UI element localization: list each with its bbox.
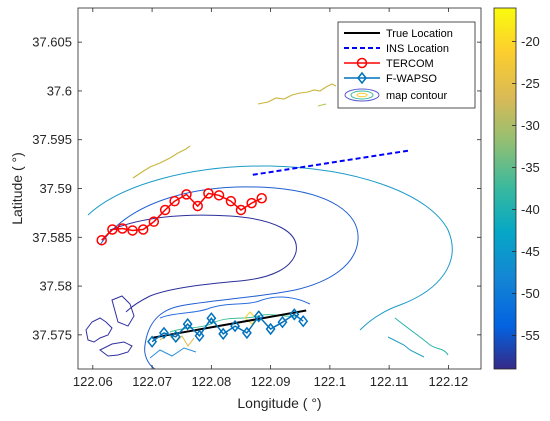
x-tick-label: 122.08: [191, 374, 231, 389]
legend-fwapso-label: F-WAPSO: [386, 73, 437, 85]
y-tick-label: 37.585: [32, 230, 72, 245]
f-wapso-marker: [298, 314, 309, 328]
x-tick-label: 122.1: [314, 374, 347, 389]
colorbar: [493, 7, 517, 370]
y-tick-label: 37.58: [39, 279, 72, 294]
ins-location-line: [252, 149, 411, 176]
legend-contour-label: map contour: [386, 90, 447, 102]
tercom-marker: [127, 225, 138, 236]
x-tick-label: 122.11: [370, 374, 409, 389]
f-wapso-marker: [289, 308, 300, 321]
x-axis-label: Longitude ( °): [237, 395, 321, 411]
tercom-marker: [181, 189, 192, 200]
tercom-marker: [159, 204, 171, 216]
contour-line: [85, 317, 113, 343]
colorbar-tick-label: -50: [521, 286, 540, 301]
contour-line: [109, 214, 297, 313]
tercom-marker: [137, 224, 149, 235]
legend-tercom-marker: [356, 57, 368, 69]
x-tick-label: 122.06: [73, 374, 113, 389]
y-tick-label: 37.6: [47, 83, 72, 98]
legend-fwapso-marker: [357, 71, 367, 85]
contour-line: [149, 347, 197, 359]
f-wapso-marker: [253, 310, 264, 323]
colorbar-tick-label: -30: [521, 118, 540, 133]
series-layer: [96, 149, 411, 348]
f-wapso-marker: [230, 319, 241, 333]
tercom-marker: [192, 200, 203, 212]
tercom-marker: [96, 234, 107, 246]
tercom-marker: [246, 197, 257, 209]
y-tick-label: 37.605: [32, 35, 72, 50]
y-tick-label: 37.575: [32, 327, 72, 342]
legend-ins-location-label: INS Location: [386, 43, 449, 55]
colorbar-tick-label: -35: [521, 160, 540, 175]
y-axis-label: Latitude ( °): [9, 152, 25, 225]
contour-line: [99, 186, 359, 369]
contour-line: [99, 341, 133, 357]
tercom-marker: [169, 195, 180, 207]
legend-contour-inner: [356, 92, 368, 98]
contour-line: [111, 295, 135, 327]
contour-line: [387, 336, 425, 358]
axes: 122.06 122.07 122.08 122.09 122.1 122.11 122.1…: [32, 8, 481, 389]
map-contours: [85, 83, 453, 369]
tercom-marker: [256, 193, 267, 204]
colorbar-tick-label: -55: [521, 328, 540, 343]
colorbar-axis: -20 -25 -30 -35 -40 -45 -50 -55: [512, 34, 540, 343]
legend-true-location-label: True Location: [386, 28, 453, 40]
legend-tercom-label: TERCOM: [386, 58, 434, 70]
f-wapso-marker: [158, 326, 169, 340]
x-tick-label: 122.12: [429, 374, 469, 389]
colorbar-tick-label: -45: [521, 244, 540, 259]
tercom-marker: [107, 224, 118, 235]
f-wapso-marker: [194, 329, 205, 343]
tercom-marker: [225, 195, 237, 207]
legend-contour-middle: [350, 90, 374, 100]
contour-line: [317, 103, 327, 107]
f-wapso-marker: [147, 335, 158, 348]
colorbar-tick-label: -25: [521, 76, 540, 91]
f-wapso-marker: [277, 315, 288, 329]
f-wapso-marker: [241, 326, 252, 340]
tercom-marker: [235, 204, 247, 216]
f-wapso-marker: [182, 317, 193, 331]
tercom-marker: [203, 188, 214, 199]
f-wapso-marker: [206, 312, 217, 325]
x-tick-label: 122.07: [132, 374, 172, 389]
x-tick-label: 122.09: [251, 374, 291, 389]
contour-line: [257, 83, 337, 105]
f-wapso-marker: [170, 330, 181, 344]
contour-line: [159, 296, 311, 319]
f-wapso-marker: [218, 327, 229, 341]
y-tick-label: 37.595: [32, 132, 72, 147]
contour-line: [87, 165, 453, 331]
y-tick-label: 37.59: [39, 181, 72, 196]
colorbar-tick-label: -40: [521, 202, 540, 217]
legend: True Location INS Location TERCOM F-WAPS…: [337, 21, 476, 109]
tercom-marker: [148, 216, 160, 227]
colorbar-tick-label: -20: [521, 34, 540, 49]
tercom-marker: [213, 190, 225, 201]
f-wapso-marker: [265, 322, 276, 336]
contour-line: [132, 145, 191, 179]
tercom-marker: [117, 223, 128, 234]
legend-contour-outer: [344, 88, 380, 102]
contour-line: [394, 317, 449, 356]
